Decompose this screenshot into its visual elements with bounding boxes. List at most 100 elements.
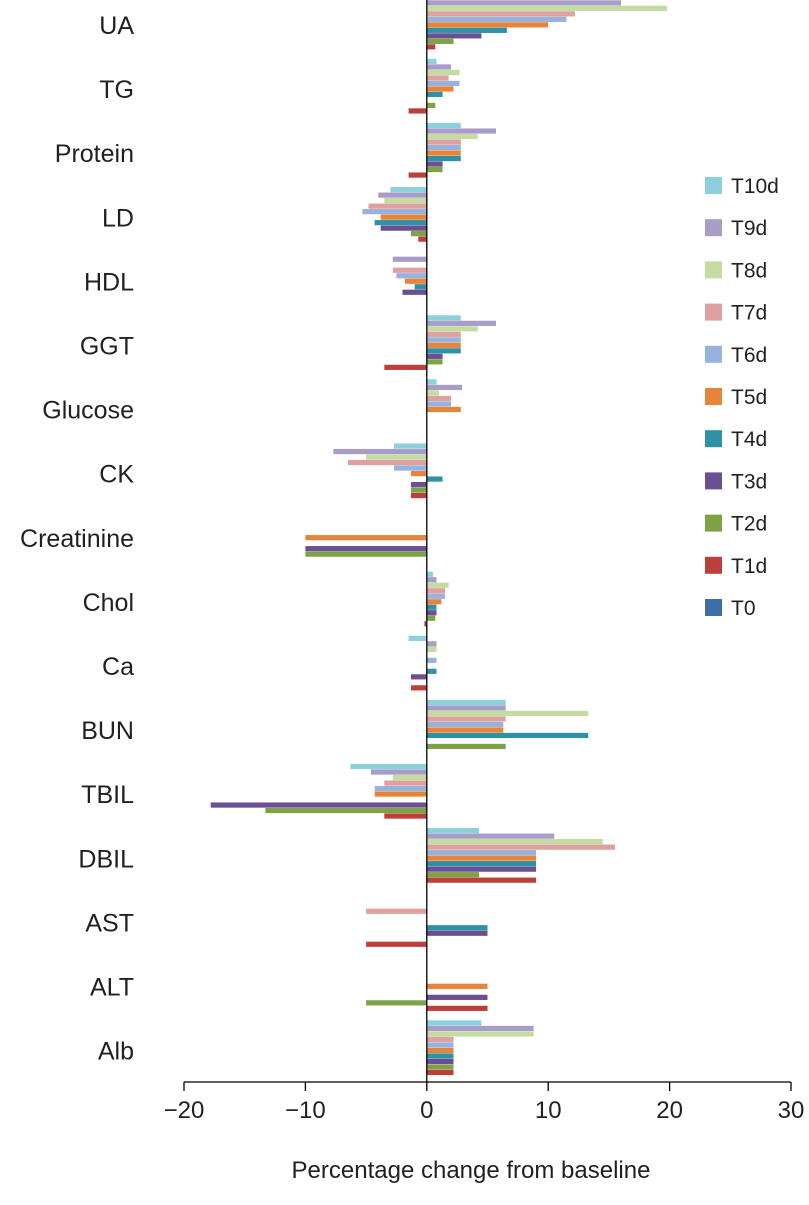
bar-tbil-t2d [265,807,427,814]
bar-glucose-t9d [426,384,463,391]
legend-label-t0: T0 [731,597,756,620]
bar-ua-t1d [426,44,436,50]
category-label-tg: TG [99,76,134,104]
bar-ld-t2d [411,231,427,237]
bar-ld-t7d [368,203,427,209]
x-tick-label: −20 [164,1097,205,1124]
category-label-alt: ALT [90,974,134,1002]
bar-ck-t2d [411,487,427,493]
bar-tg-t1d [408,108,427,114]
bar-dbil-t6d [426,850,537,856]
bar-protein-t5d [426,150,461,156]
bar-alb-t2d [426,1064,454,1070]
bar-protein-t10d [426,122,461,129]
legend-swatch-t10d [705,177,722,194]
bar-bun-t4d [426,732,589,739]
bar-tbil-t9d [370,769,427,775]
legend-swatch-t6d [705,345,722,363]
bar-bun-t5d [426,727,504,733]
bar-glucose-t5d [426,406,461,413]
bar-ca-t10d [408,635,427,641]
bar-ua-t8d [426,5,668,11]
bar-chol-t2d [426,615,436,621]
bar-tg-t4d [426,91,443,98]
bar-ld-t1d [418,236,427,242]
bar-tbil-t10d [350,763,427,770]
category-label-chol: Chol [83,589,134,617]
bar-alt-t2d [366,1000,427,1006]
bar-ld-t10d [390,187,427,193]
bar-chol-t7d [426,588,446,594]
bar-glucose-t10d [426,379,437,385]
bar-protein-t1d [408,172,427,178]
legend-label-t10d: T10d [731,175,779,198]
bar-hdl-t3d [402,289,427,295]
bar-dbil-t2d [426,872,479,878]
bar-ca-t8d [426,646,437,652]
bar-dbil-t8d [426,839,603,845]
category-label-ca: Ca [102,653,134,681]
bar-chol-t4d [426,604,437,610]
bar-ggt-t3d [426,353,443,359]
legend-label-t4d: T4d [731,428,767,451]
bar-ld-t3d [380,225,427,231]
bar-hdl-t7d [392,267,427,273]
bar-protein-t4d [426,155,461,162]
category-label-tbil: TBIL [81,781,134,809]
category-label-ua: UA [99,12,134,40]
legend-swatch-t9d [705,219,722,237]
bar-chol-t1d [424,621,427,627]
bar-bun-t2d [426,743,506,750]
bar-alb-t10d [426,1020,482,1026]
bar-chol-t5d [426,599,442,605]
category-label-dbil: DBIL [78,845,134,873]
legend-label-t3d: T3d [731,470,767,493]
bar-ca-t9d [426,641,437,647]
bar-tg-t10d [426,58,437,65]
bar-alb-t7d [426,1036,454,1043]
x-tick-label: 30 [778,1097,805,1124]
bar-ggt-t10d [426,315,461,321]
category-label-ast: AST [85,909,134,937]
legend: T10d T9d T8d T7d T6d T5d T4d T3d T2d T1d T0 [705,175,779,620]
bar-ast-t3d [426,930,488,936]
bar-tbil-t7d [384,780,427,786]
labels-layer: UA TG Protein LD HDL GGT Glucose CK Creatinine Ch… [20,12,134,1066]
bar-tbil-t1d [384,813,427,819]
legend-swatch-t0 [705,599,722,616]
legend-label-t1d: T1d [731,555,767,578]
category-label-creatinine: Creatinine [20,525,134,553]
bar-alb-t1d [426,1069,454,1076]
bar-dbil-t5d [426,855,537,861]
bar-protein-t2d [426,166,443,173]
bar-chol-t6d [426,593,446,599]
legend-label-t7d: T7d [731,302,767,325]
legend-swatch-t5d [705,388,722,405]
x-tick-label: 20 [656,1097,683,1124]
legend-swatch-t4d [705,430,722,448]
bar-bun-t9d [426,705,506,711]
legend-swatch-t8d [705,261,722,279]
bar-ck-t1d [411,492,427,499]
bar-protein-t7d [426,139,461,145]
x-tick-label: 0 [420,1097,433,1124]
bar-ua-t6d [426,16,567,22]
category-label-alb: Alb [98,1038,134,1066]
bar-hdl-t6d [396,273,427,279]
bar-hdl-t4d [414,284,427,290]
bar-dbil-t10d [426,828,479,834]
legend-swatch-t7d [705,303,722,321]
bar-ck-t4d [426,476,443,482]
bar-ld-t6d [362,209,427,215]
bar-tg-t7d [426,75,449,81]
bar-ggt-t1d [384,364,427,370]
bar-bun-t7d [426,716,506,722]
bar-ld-t4d [374,220,427,226]
bar-bun-t10d [426,699,506,706]
bar-alb-t9d [426,1025,534,1032]
x-axis-title: Percentage change from baseline [292,1157,651,1184]
bar-ca-t3d [411,674,427,680]
bar-ca-t1d [411,685,427,691]
bar-alb-t5d [426,1047,454,1054]
